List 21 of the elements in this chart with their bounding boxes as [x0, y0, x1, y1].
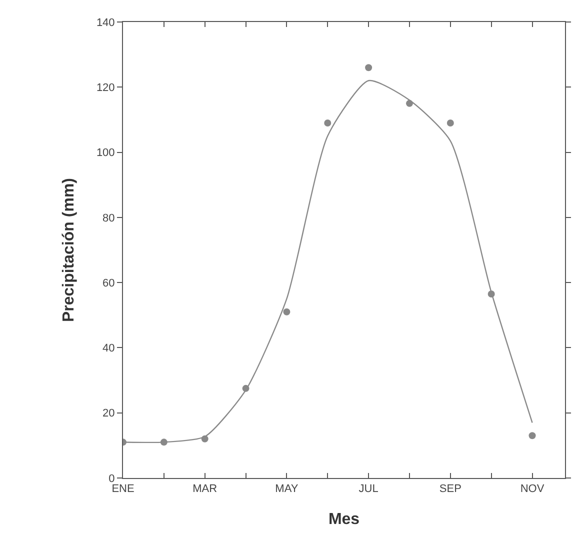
x-tick-label: NOV	[520, 483, 545, 496]
y-axis-title: Precipitación (mm)	[60, 178, 78, 322]
y-tick-label: 100	[96, 147, 115, 160]
y-tick-label: 20	[102, 408, 115, 420]
point	[446, 119, 454, 126]
x-tick-label: ENE	[112, 483, 134, 496]
y-tick-label: 120	[96, 82, 115, 94]
point	[324, 119, 332, 126]
x-tick-label: MAR	[192, 483, 218, 496]
point	[528, 432, 536, 440]
y-tick-label: 40	[102, 342, 115, 355]
point	[283, 308, 290, 316]
point	[365, 64, 372, 72]
y-tick-label: 140	[96, 16, 115, 29]
x-tick-label: JUL	[358, 483, 378, 496]
y-tick-label: 0	[108, 472, 115, 485]
y-tick-label: 60	[102, 277, 115, 290]
x-tick-label: MAY	[275, 483, 299, 496]
x-axis-title: Mes	[328, 510, 360, 528]
x-tick-label: SEP	[439, 483, 462, 496]
y-tick-label: 80	[102, 212, 115, 224]
